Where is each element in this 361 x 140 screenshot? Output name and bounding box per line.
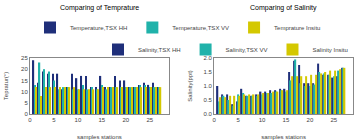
svg-text:samples stations: samples stations xyxy=(261,134,306,140)
svg-text:0: 0 xyxy=(28,117,32,123)
svg-text:0: 0 xyxy=(212,117,216,123)
svg-text:0: 0 xyxy=(24,111,28,117)
svg-text:15: 15 xyxy=(283,117,290,123)
svg-text:Temperature,TSX VV: Temperature,TSX VV xyxy=(172,25,229,31)
svg-text:20: 20 xyxy=(307,117,314,123)
svg-text:15: 15 xyxy=(21,78,28,84)
svg-text:2.0: 2.0 xyxy=(204,55,213,61)
svg-text:Temprature Insitu: Temprature Insitu xyxy=(274,25,320,31)
svg-text:15: 15 xyxy=(98,117,105,123)
svg-text:0.5: 0.5 xyxy=(204,97,213,103)
svg-text:Temperature,TSX HH: Temperature,TSX HH xyxy=(70,25,127,31)
svg-text:Comparing of Salinity: Comparing of Salinity xyxy=(250,4,317,12)
svg-text:Salinity,TSX HH: Salinity,TSX HH xyxy=(138,47,181,53)
svg-text:25: 25 xyxy=(330,117,337,123)
svg-text:1.0: 1.0 xyxy=(204,83,213,89)
svg-text:Salinity Insitu: Salinity Insitu xyxy=(312,47,347,53)
svg-text:0.0: 0.0 xyxy=(204,111,213,117)
svg-text:samples stations: samples stations xyxy=(77,134,122,140)
svg-text:20: 20 xyxy=(122,117,129,123)
svg-text:5: 5 xyxy=(52,117,56,123)
svg-text:Salinity,TSX VV: Salinity,TSX VV xyxy=(226,47,268,53)
svg-text:10: 10 xyxy=(75,117,82,123)
svg-text:Comparing of Temprature: Comparing of Temprature xyxy=(60,4,139,12)
svg-text:5: 5 xyxy=(236,117,240,123)
svg-text:Tepratur(°): Tepratur(°) xyxy=(3,72,9,100)
svg-text:1.5: 1.5 xyxy=(204,69,213,75)
svg-text:20: 20 xyxy=(21,66,28,72)
svg-text:25: 25 xyxy=(21,55,28,61)
svg-text:25: 25 xyxy=(146,117,153,123)
svg-text:Salinity(ppt): Salinity(ppt) xyxy=(187,70,193,102)
svg-text:10: 10 xyxy=(21,89,28,95)
svg-text:10: 10 xyxy=(259,117,266,123)
svg-text:5: 5 xyxy=(24,100,28,106)
